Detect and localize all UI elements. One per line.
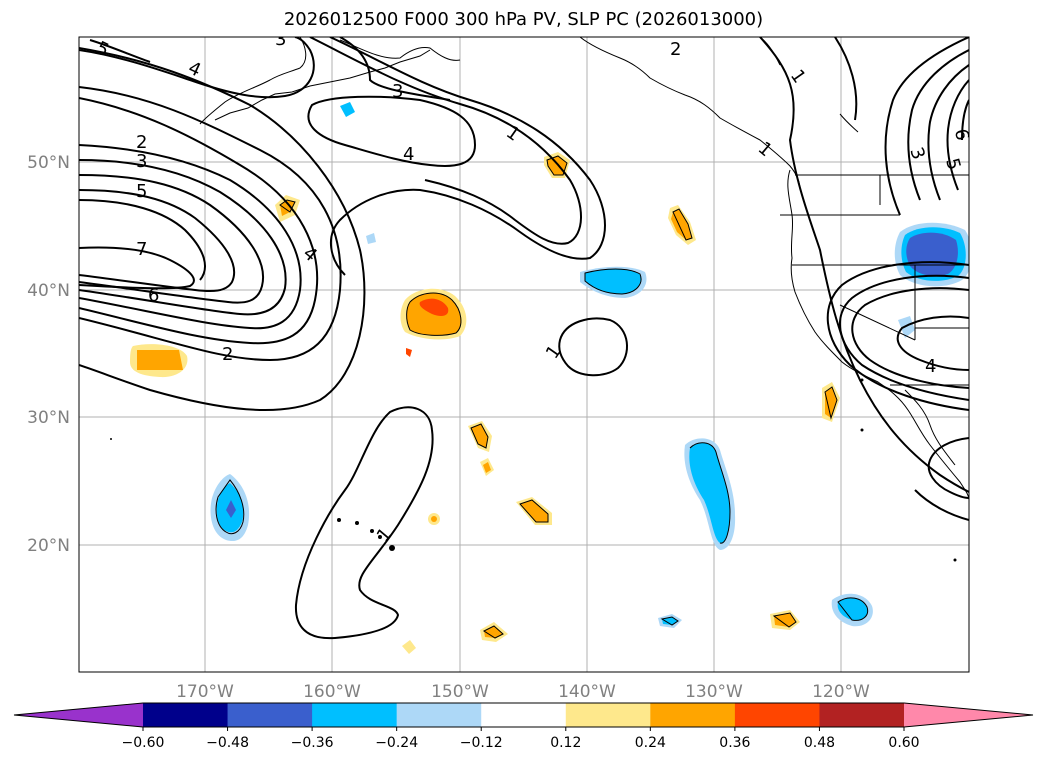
lon-label: 130°W (685, 682, 743, 702)
map-area (79, 37, 969, 672)
pv-blob-neg (906, 232, 958, 276)
pv-blob-pos (431, 516, 437, 522)
pv-blob-pos (406, 348, 412, 357)
colorbar-tick-label: 0.48 (804, 735, 835, 751)
pv-blob-neg (898, 316, 915, 338)
pv-blob-pos (671, 209, 692, 240)
pv-blob-neg (585, 269, 642, 294)
colorbar-segment (227, 703, 313, 727)
contour-label: 6 (950, 127, 973, 142)
pv-blob-pos (483, 462, 491, 473)
pv-blob-pos (520, 500, 548, 522)
longitude-labels: 170°W 160°W 150°W 140°W 130°W 120°W (176, 682, 870, 702)
contour-label: 2 (670, 39, 681, 60)
colorbar-tick-label: 0.12 (550, 735, 581, 751)
contour-label: 4 (925, 356, 936, 377)
lon-label: 120°W (812, 682, 870, 702)
contour-label: 5 (136, 181, 147, 202)
colorbar-extend-max (904, 703, 1033, 727)
pv-blob-neg (366, 233, 376, 244)
pv-outlines (215, 155, 869, 639)
pv-blob-neg (662, 617, 678, 625)
colorbar-segment (312, 703, 398, 727)
lat-label: 30°N (27, 408, 70, 428)
slp-contours (79, 37, 969, 640)
colorbar-segment (734, 703, 820, 727)
map-title: 2026012500 F000 300 hPa PV, SLP PC (2026… (283, 9, 764, 30)
colorbar: −0.60 −0.48 −0.36 −0.24 −0.12 0.12 0.24 0.36 0.4… (13, 702, 1034, 751)
contour-label: 3 (136, 151, 147, 172)
contour-label: 7 (136, 239, 147, 260)
pv-blob-neg (837, 597, 868, 621)
colorbar-segment (143, 703, 229, 727)
map-frame (78, 36, 970, 673)
colorbar-tick-label: −0.48 (206, 735, 249, 751)
contour-label: 6 (148, 285, 159, 306)
pv-blob-pos (402, 640, 416, 654)
pv-blob-pos (280, 200, 295, 216)
pv-blob-neg (340, 102, 355, 117)
lon-label: 140°W (558, 682, 616, 702)
lat-label: 50°N (27, 153, 70, 173)
contour-label: 4 (403, 144, 414, 165)
political-borders (780, 174, 969, 386)
contour-label: 2 (222, 344, 233, 365)
pv-blob-pos (137, 350, 183, 370)
islands (110, 378, 957, 562)
contour-label: 3 (392, 81, 403, 102)
contour-label: 5 (941, 156, 964, 172)
lon-label: 160°W (303, 682, 361, 702)
colorbar-extend-min (14, 703, 143, 727)
pv-blob-pos (774, 613, 796, 627)
contour-label: 2 (136, 132, 147, 153)
coastlines (199, 37, 969, 501)
pv-blob-pos (419, 298, 449, 316)
pv-blob-neg (226, 500, 236, 518)
pv-blob-pos (825, 387, 837, 418)
colorbar-segment (396, 703, 482, 727)
contour-label: 3 (275, 29, 286, 50)
lat-label: 20°N (27, 536, 70, 556)
colorbar-tick-label: −0.36 (291, 735, 334, 751)
colorbar-segment (481, 703, 567, 727)
colorbar-segment (565, 703, 651, 727)
colorbar-tick-label: 0.24 (635, 735, 666, 751)
colorbar-segment (650, 703, 736, 727)
colorbar-tick-label: −0.60 (122, 735, 165, 751)
colorbar-tick-label: 0.36 (719, 735, 750, 751)
pv-blob-neg (689, 442, 730, 544)
lon-label: 150°W (431, 682, 489, 702)
colorbar-tick-label: −0.24 (375, 735, 418, 751)
colorbar-tick-label: 0.60 (888, 735, 919, 751)
lon-label: 170°W (176, 682, 234, 702)
latitude-labels: 50°N 40°N 30°N 20°N (27, 153, 70, 556)
colorbar-tick-label: −0.12 (460, 735, 503, 751)
colorbar-segment (819, 703, 905, 727)
lat-label: 40°N (27, 281, 70, 301)
